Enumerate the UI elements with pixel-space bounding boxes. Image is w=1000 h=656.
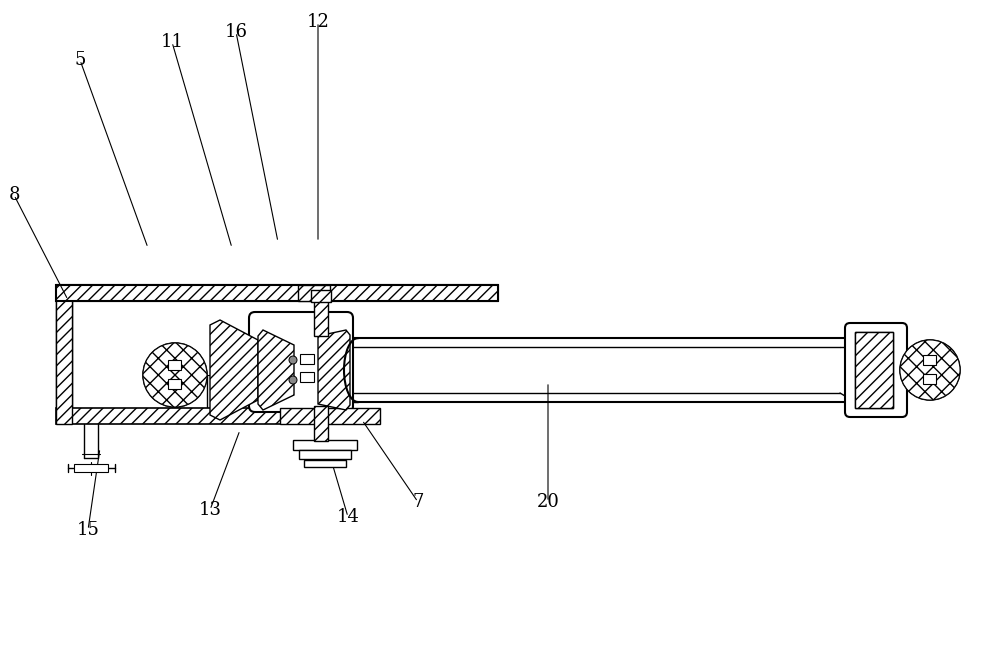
- Bar: [314, 301, 328, 336]
- Bar: [923, 355, 936, 365]
- Bar: [311, 290, 331, 302]
- Bar: [168, 360, 181, 370]
- Text: 13: 13: [198, 501, 222, 519]
- Text: 12: 12: [307, 13, 329, 31]
- Polygon shape: [210, 320, 258, 420]
- Text: 7: 7: [412, 493, 424, 511]
- Text: 20: 20: [537, 493, 559, 511]
- Bar: [56, 408, 291, 424]
- Bar: [56, 285, 72, 424]
- Bar: [923, 374, 936, 384]
- Polygon shape: [258, 330, 294, 410]
- Bar: [855, 332, 893, 408]
- Circle shape: [900, 340, 960, 400]
- Bar: [280, 408, 380, 424]
- Bar: [300, 372, 314, 382]
- Circle shape: [143, 343, 207, 407]
- Bar: [298, 285, 330, 301]
- Bar: [74, 464, 108, 472]
- Text: 15: 15: [77, 521, 99, 539]
- Bar: [168, 379, 181, 389]
- Bar: [314, 406, 328, 441]
- Polygon shape: [318, 330, 350, 410]
- FancyBboxPatch shape: [249, 312, 353, 412]
- FancyBboxPatch shape: [845, 323, 907, 417]
- Text: 8: 8: [8, 186, 20, 204]
- Circle shape: [143, 343, 207, 407]
- Circle shape: [289, 356, 297, 364]
- Bar: [293, 440, 357, 450]
- Text: 11: 11: [160, 33, 184, 51]
- Bar: [56, 285, 291, 301]
- Bar: [299, 450, 351, 459]
- Text: 5: 5: [74, 51, 86, 69]
- Text: 16: 16: [224, 23, 248, 41]
- Bar: [855, 332, 893, 408]
- Bar: [300, 354, 314, 364]
- Bar: [304, 460, 346, 467]
- Text: 14: 14: [337, 508, 359, 526]
- Circle shape: [900, 340, 960, 400]
- Circle shape: [289, 376, 297, 384]
- Bar: [56, 285, 498, 301]
